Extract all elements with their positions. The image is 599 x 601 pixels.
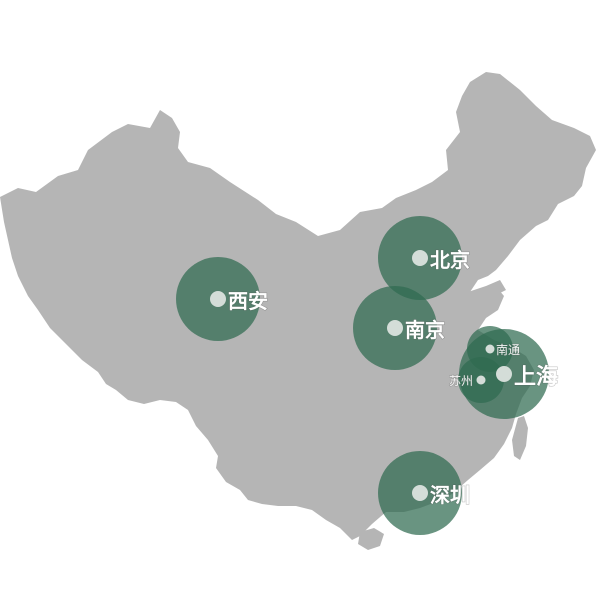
hainan-island [358,528,384,550]
city-label-xian: 西安 [228,289,268,313]
city-label-nantong: 南通 [496,342,520,357]
china-mainland [0,72,596,540]
city-dot-nanjing[interactable] [387,320,403,336]
shandong-peninsula [468,280,506,300]
taiwan-island [512,416,528,460]
city-dot-shenzhen[interactable] [412,485,428,501]
city-label-nanjing: 南京 [405,318,445,342]
city-label-shanghai: 上海 [514,364,558,390]
city-dot-suzhou[interactable] [476,375,486,385]
city-dot-shanghai[interactable] [496,366,512,382]
city-dot-nantong[interactable] [485,344,495,354]
city-dot-xian[interactable] [210,291,226,307]
city-dot-beijing[interactable] [412,250,428,266]
city-label-shenzhen: 深圳 [430,483,470,507]
city-label-suzhou: 苏州 [449,374,473,388]
city-label-beijing: 北京 [430,248,470,272]
